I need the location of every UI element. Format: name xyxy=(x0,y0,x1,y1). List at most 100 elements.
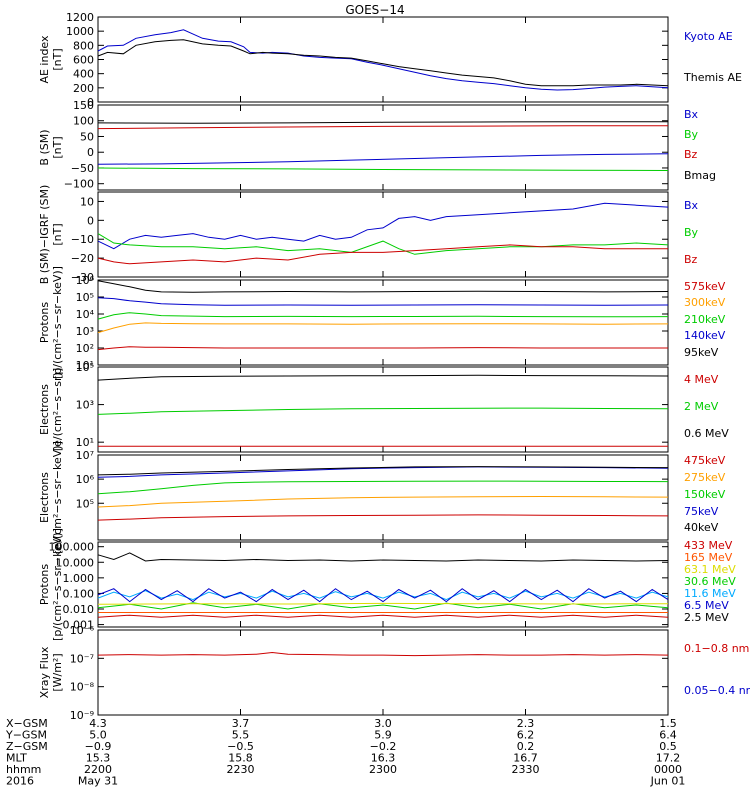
y-tick-label: 0.001 xyxy=(63,619,95,632)
x-axis-row-label: 2016 xyxy=(6,775,34,788)
series-line xyxy=(97,244,668,265)
y-tick-label: −20 xyxy=(71,252,94,265)
x-axis-value: 2200 xyxy=(84,763,112,776)
y-axis-label: AE index xyxy=(38,35,51,84)
panel-electrons_high: 10¹ 10³ 10⁵ Electrons [e/(cm²−s−sr)] 4 MeV 2 M… xyxy=(38,361,729,453)
panel-protons_high: 0.001 0.010 0.100 1.000 10.000 100.000 Protons… xyxy=(38,528,736,641)
legend-entry: 11.6 MeV xyxy=(684,587,736,600)
y-tick-label: 10⁵ xyxy=(76,361,94,374)
series-line xyxy=(97,121,668,124)
y-tick-label: 0 xyxy=(87,214,94,227)
y-tick-label: 10.000 xyxy=(56,556,95,569)
series-line xyxy=(97,312,669,320)
y-axis-label: [nT] xyxy=(51,223,64,245)
legend-entry: By xyxy=(684,226,699,239)
panel-frame xyxy=(97,104,669,191)
series-line xyxy=(97,297,669,306)
legend-entry: Bx xyxy=(684,199,699,212)
series-line xyxy=(97,614,669,618)
series-line xyxy=(97,346,668,351)
series-line xyxy=(97,29,669,91)
x-axis-value: 2230 xyxy=(227,763,255,776)
legend-entry: Kyoto AE xyxy=(684,30,733,43)
legend-entry: 210keV xyxy=(684,313,726,326)
x-axis-value: Jun 01 xyxy=(650,775,686,788)
x-axis-row-label: Y−GSM xyxy=(5,729,47,742)
legend-entry: 40keV xyxy=(684,521,719,534)
y-tick-label: 10¹ xyxy=(76,359,94,372)
y-axis-label: [p/(cm²−s−sr−keV)] xyxy=(51,266,64,379)
series-line xyxy=(97,322,669,334)
panel-b_minus_igrf: −30 −20 −10 0 10 B (SM)−IGRF (SM) [nT] Bx By Bz xyxy=(38,185,699,285)
panel-xray_flux: 10⁻⁹ 10⁻⁸ 10⁻⁷ 10⁻⁶ Xray Flux [W/m²] 0.1−0.8 n… xyxy=(38,624,750,722)
series-line xyxy=(97,374,669,381)
legend-entry: 0.6 MeV xyxy=(684,427,729,440)
legend-entry: Bmag xyxy=(684,169,716,182)
x-axis-value: 15.3 xyxy=(86,752,111,765)
y-axis-label: [nT] xyxy=(51,48,64,70)
panel-frame xyxy=(97,279,669,366)
x-axis-value: 2.3 xyxy=(517,717,535,730)
x-axis-value: 3.7 xyxy=(232,717,250,730)
y-axis-label: [nT] xyxy=(51,136,64,158)
x-axis-row-label: MLT xyxy=(6,752,27,765)
x-axis-value: 0.2 xyxy=(517,740,535,753)
legend-entry: 475keV xyxy=(684,454,726,467)
y-tick-label: 10⁻⁷ xyxy=(70,652,94,665)
legend-entry: 63.1 MeV xyxy=(684,563,736,576)
y-tick-label: −100 xyxy=(64,178,94,191)
legend-entry: 300keV xyxy=(684,296,726,309)
panel-frame xyxy=(97,629,669,716)
legend-entry: 433 MeV xyxy=(684,539,733,552)
y-tick-label: −50 xyxy=(71,162,94,175)
panel-electrons_low: 10⁵ 10⁶ 10⁷ Electrons [e/(cm²−s−sr−keV)] 475k… xyxy=(38,441,726,554)
x-axis-value: May 31 xyxy=(78,775,118,788)
panel-frame xyxy=(97,541,669,628)
y-tick-label: 150 xyxy=(73,99,94,112)
series-line xyxy=(97,39,669,87)
series-line xyxy=(97,514,669,521)
x-axis-value: 16.3 xyxy=(371,752,396,765)
panel-protons_low: 10¹ 10² 10³ 10⁴ 10⁵ 10⁶ Protons [p/(cm²−s−sr−ke… xyxy=(38,266,726,379)
legend-entry: 75keV xyxy=(684,505,719,518)
x-axis-row-label: X−GSM xyxy=(6,717,48,730)
chart-title: GOES−14 xyxy=(345,3,404,17)
series-line xyxy=(97,125,668,130)
y-tick-label: 10⁻⁹ xyxy=(70,709,94,722)
legend-entry: 575keV xyxy=(684,280,726,293)
y-tick-label: 10⁴ xyxy=(76,308,95,321)
y-tick-label: 10⁷ xyxy=(76,449,94,462)
y-tick-label: 200 xyxy=(73,82,94,95)
x-axis-value: 6.4 xyxy=(659,729,677,742)
legend-entry: Bx xyxy=(684,108,699,121)
y-axis-label: [W/m²] xyxy=(51,653,64,691)
y-axis-label: Electrons xyxy=(38,384,51,435)
x-axis-value: 5.9 xyxy=(374,729,392,742)
y-tick-label: 100.000 xyxy=(49,541,95,554)
y-tick-label: 10⁶ xyxy=(76,473,95,486)
y-tick-label: 10¹ xyxy=(76,436,94,449)
y-tick-label: 800 xyxy=(73,39,94,52)
series-line xyxy=(97,495,669,508)
x-axis-value: 0.5 xyxy=(659,740,677,753)
y-tick-label: 10⁶ xyxy=(76,274,95,287)
series-line xyxy=(97,588,669,603)
x-axis-value: 2330 xyxy=(512,763,540,776)
x-axis-value: −0.2 xyxy=(370,740,397,753)
legend-entry: 0.05−0.4 nm xyxy=(684,684,750,697)
y-tick-label: 400 xyxy=(73,68,94,81)
series-line xyxy=(97,466,669,476)
legend-entry: Themis AE xyxy=(683,71,742,84)
y-axis-label: Protons xyxy=(38,302,51,343)
series-line xyxy=(97,552,669,562)
series-line xyxy=(97,407,669,415)
y-tick-label: 10 xyxy=(80,195,94,208)
y-tick-label: 10² xyxy=(76,342,94,355)
series-line xyxy=(97,480,669,495)
legend-entry: 0.1−0.8 nm xyxy=(684,642,749,655)
legend-entry: Bz xyxy=(684,148,698,161)
y-axis-label: [p/(cm²−s−sr−keV)] xyxy=(51,528,64,641)
x-axis-value: 2300 xyxy=(369,763,397,776)
